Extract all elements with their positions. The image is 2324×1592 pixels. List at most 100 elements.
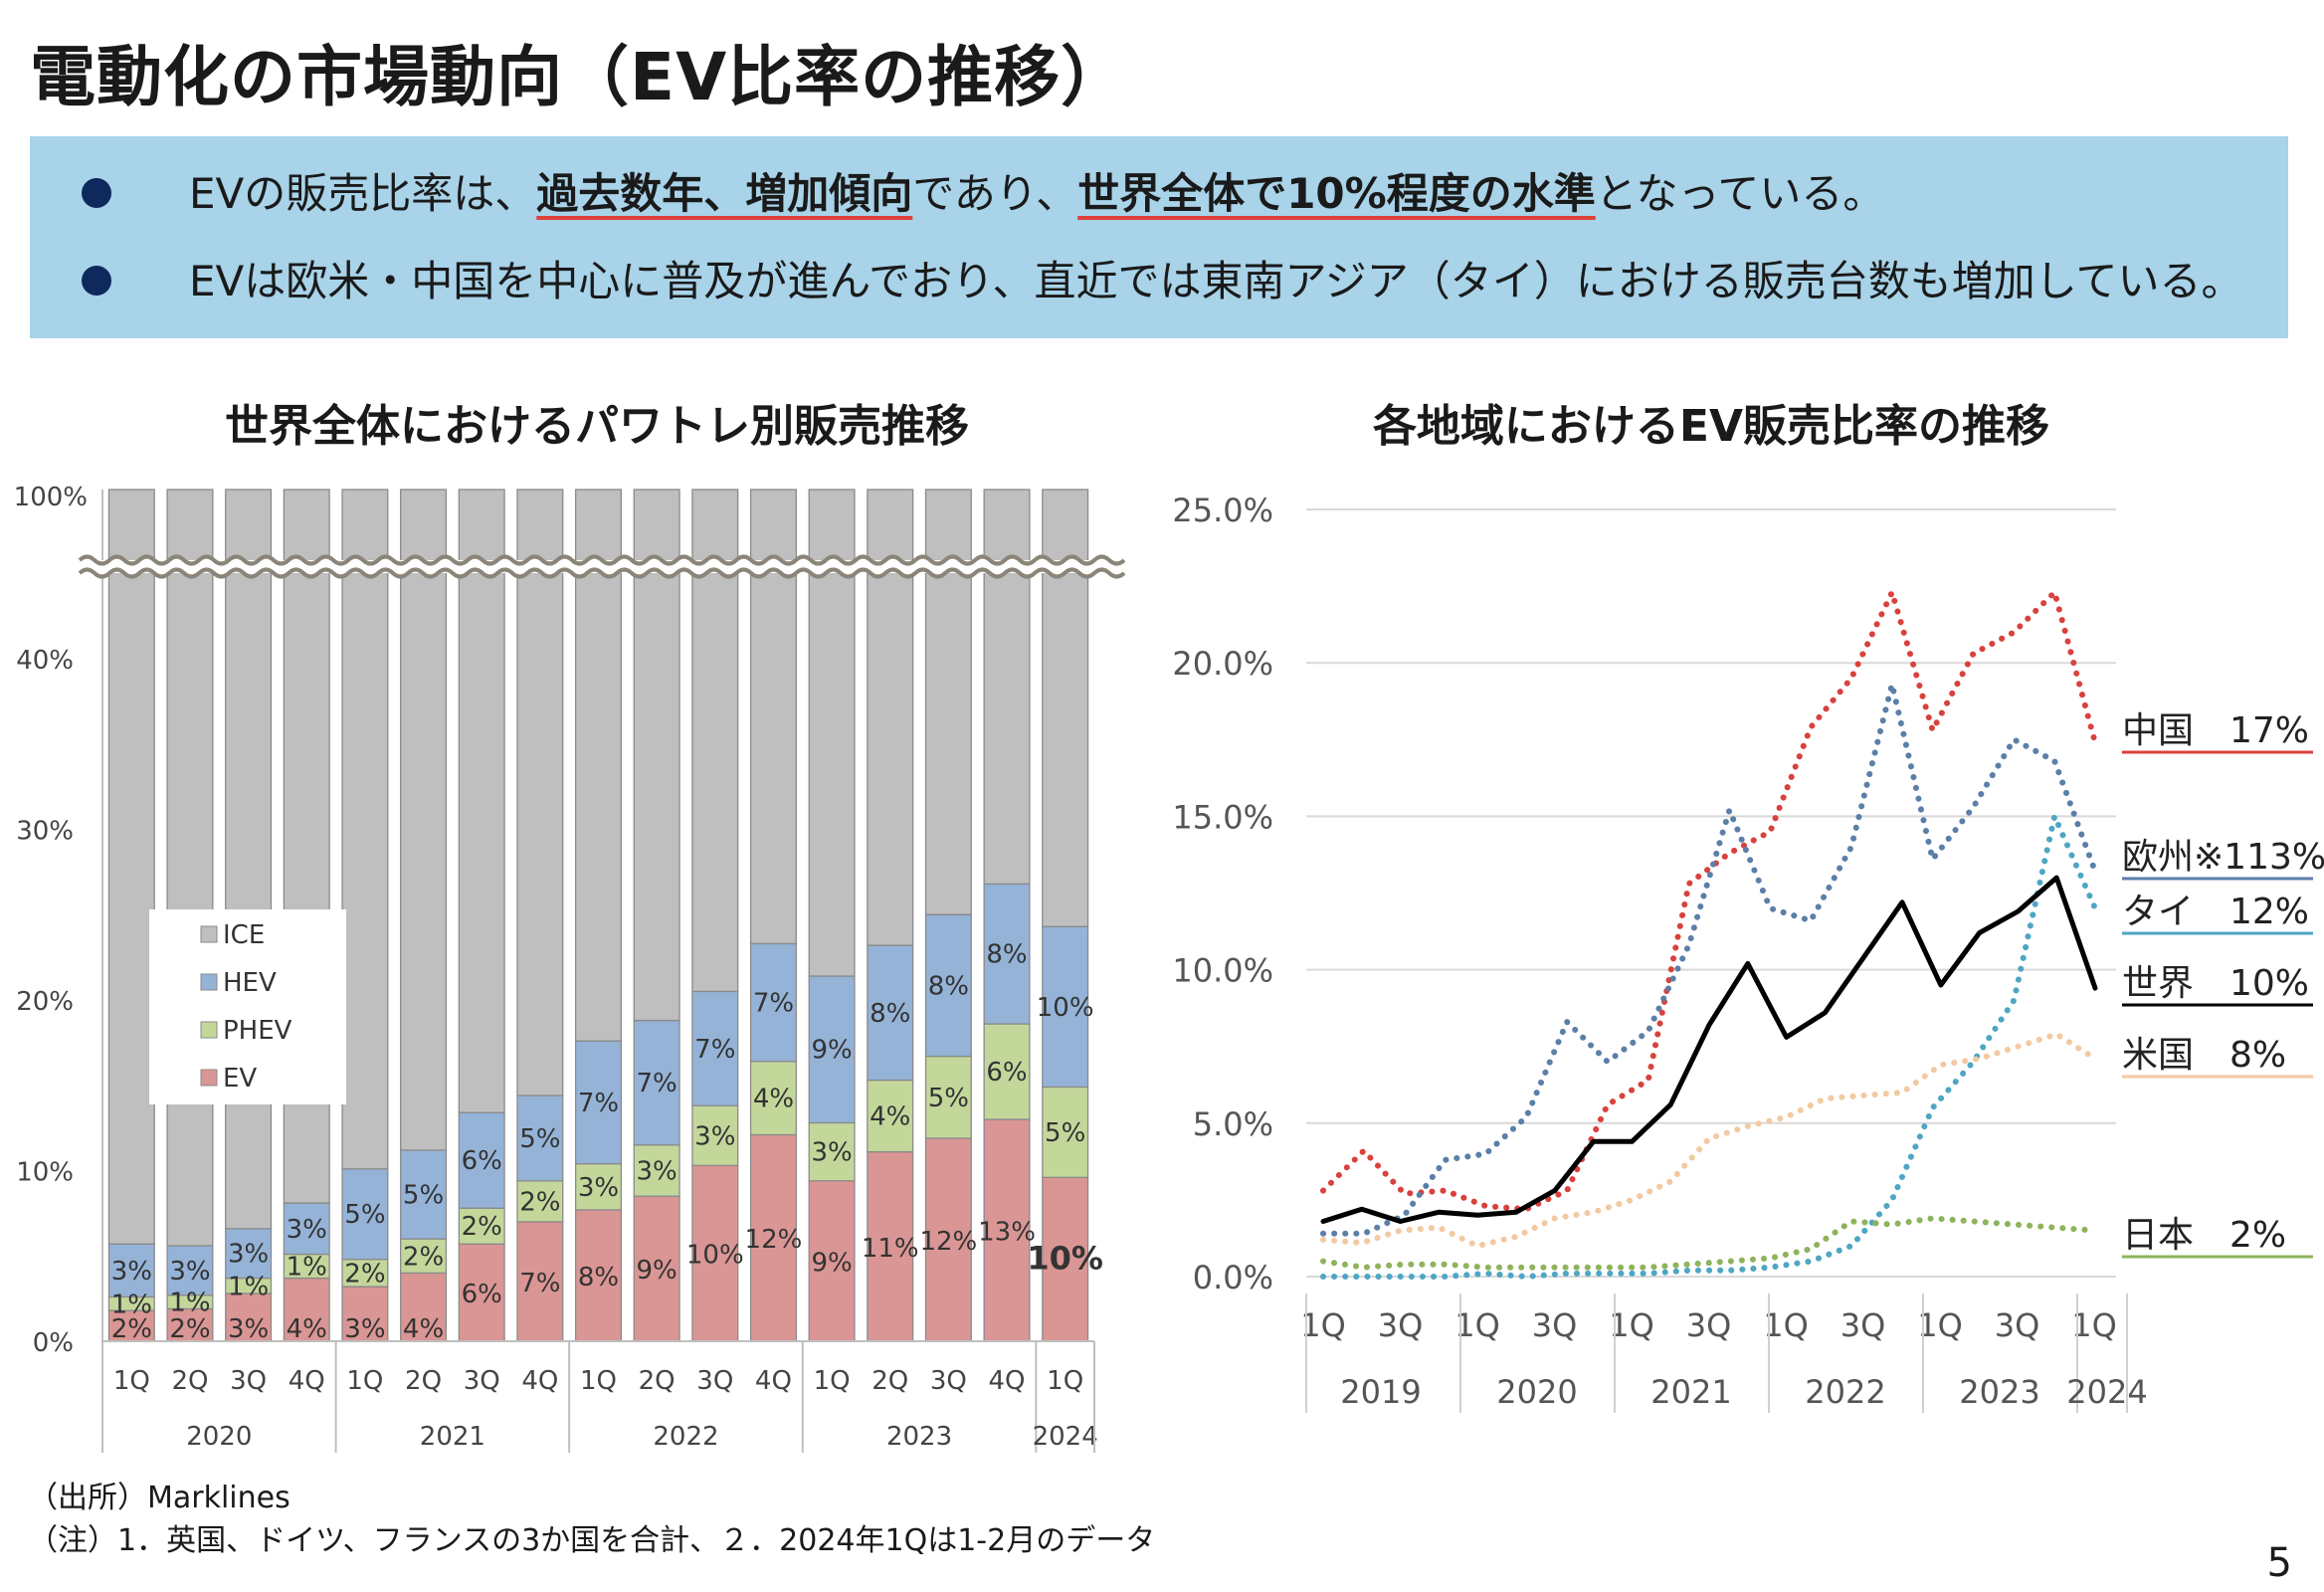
footnote: （注）1．英国、ドイツ、フランスの3か国を合計、２．2024年1Qは1-2月のデ… bbox=[28, 1523, 1156, 1558]
hev-data-label: 3% bbox=[228, 1240, 269, 1270]
ev-bar-segment bbox=[283, 1277, 330, 1342]
ev-data-label: 2% bbox=[169, 1314, 210, 1344]
ev-bar-segment bbox=[808, 1180, 856, 1342]
hev-data-label: 9% bbox=[811, 1036, 852, 1066]
ice-bar-segment bbox=[341, 489, 389, 1170]
phev-bar-segment bbox=[400, 1238, 448, 1275]
phev-bar-segment bbox=[808, 1121, 856, 1182]
hev-bar-segment bbox=[983, 883, 1031, 1025]
hev-bar-segment bbox=[341, 1168, 389, 1261]
legend-box bbox=[149, 909, 346, 1104]
hev-bar-segment bbox=[166, 1245, 214, 1296]
bullet-1-post: となっている。 bbox=[1595, 169, 1885, 218]
x-tick-label: 3Q bbox=[1532, 1306, 1578, 1344]
ice-bar-segment bbox=[225, 489, 273, 1230]
x-tick-label: 1Q bbox=[1917, 1306, 1963, 1344]
bullet-1-text: EVの販売比率は、過去数年、増加傾向であり、世界全体で10%程度の水準となってい… bbox=[189, 158, 1884, 230]
summary-box: EVの販売比率は、過去数年、増加傾向であり、世界全体で10%程度の水準となってい… bbox=[30, 136, 2288, 338]
y-tick-label: 15.0% bbox=[1172, 798, 1273, 836]
phev-data-label: 5% bbox=[928, 1084, 969, 1113]
phev-data-label: 4% bbox=[753, 1085, 794, 1114]
phev-data-label: 3% bbox=[578, 1173, 619, 1203]
phev-bar-segment bbox=[1042, 1086, 1089, 1179]
y-tick-label: 30% bbox=[16, 817, 74, 847]
hev-bar-segment bbox=[516, 1094, 564, 1182]
x-tick-label: 1Q bbox=[1609, 1306, 1654, 1344]
hev-data-label: 3% bbox=[169, 1257, 210, 1287]
phev-bar-segment bbox=[924, 1055, 972, 1139]
bullet-dot-icon bbox=[82, 178, 111, 208]
phev-data-label: 2% bbox=[344, 1259, 385, 1289]
hev-bar-segment bbox=[924, 913, 972, 1058]
year-label: 2024 bbox=[2066, 1373, 2147, 1411]
ev-bar-segment bbox=[341, 1286, 389, 1342]
ev-bar-segment bbox=[107, 1309, 155, 1342]
x-tick-label: 4Q bbox=[989, 1366, 1026, 1396]
y-tick-label: 20% bbox=[16, 987, 74, 1017]
legend-swatch-ice bbox=[200, 925, 218, 943]
legend-swatch-phev bbox=[200, 1021, 218, 1039]
y-tick-label: 25.0% bbox=[1172, 492, 1273, 529]
hev-data-label: 8% bbox=[870, 999, 910, 1029]
x-tick-label: 1Q bbox=[346, 1366, 383, 1396]
ev-data-label: 4% bbox=[403, 1314, 444, 1344]
ev-data-label: 8% bbox=[578, 1263, 619, 1293]
bullet-dot-icon bbox=[82, 266, 111, 296]
ev-bar-segment bbox=[867, 1150, 914, 1342]
ev-bar-segment bbox=[458, 1243, 505, 1342]
legend-label-hev: HEV bbox=[223, 968, 277, 998]
series-line-中国 bbox=[1320, 589, 2098, 1213]
bullet-1-emphasis-1: 過去数年、増加傾向 bbox=[536, 169, 913, 218]
x-tick-label: 4Q bbox=[755, 1366, 792, 1396]
page-title: 電動化の市場動向（EV比率の推移） bbox=[30, 39, 1128, 115]
series-end-label: 世界 10% bbox=[2122, 963, 2309, 1004]
phev-data-label: 2% bbox=[519, 1187, 560, 1217]
legend-label-ice: ICE bbox=[223, 920, 265, 950]
x-tick-label: 1Q bbox=[1300, 1306, 1346, 1344]
phev-data-label: 2% bbox=[462, 1212, 502, 1242]
x-tick-label: 2Q bbox=[405, 1366, 442, 1396]
y-tick-label: 0.0% bbox=[1193, 1259, 1273, 1296]
ev-bar-segment bbox=[749, 1133, 797, 1342]
ev-bar-segment bbox=[691, 1164, 739, 1342]
year-label: 2024 bbox=[1033, 1422, 1098, 1452]
phev-data-label: 6% bbox=[986, 1058, 1027, 1088]
hev-data-label: 5% bbox=[519, 1124, 560, 1154]
ev-data-label: 9% bbox=[811, 1248, 852, 1278]
hev-bar-segment bbox=[458, 1111, 505, 1209]
series-end-label: 中国 17% bbox=[2122, 710, 2309, 751]
x-tick-label: 1Q bbox=[1047, 1366, 1083, 1396]
hev-bar-segment bbox=[107, 1243, 155, 1298]
right-chart-title: 各地域におけるEV販売比率の推移 bbox=[1372, 401, 2050, 452]
x-tick-label: 1Q bbox=[2071, 1306, 2117, 1344]
hev-bar-segment bbox=[1042, 925, 1089, 1089]
hev-data-label: 6% bbox=[462, 1146, 502, 1176]
ev-bar-segment bbox=[924, 1137, 972, 1342]
x-tick-label: 3Q bbox=[1840, 1306, 1886, 1344]
year-label: 2022 bbox=[653, 1422, 718, 1452]
y-tick-label: 40% bbox=[16, 646, 74, 676]
ice-bar-segment bbox=[574, 489, 623, 1042]
ice-bar-segment bbox=[107, 489, 155, 1245]
x-tick-label: 2Q bbox=[872, 1366, 908, 1396]
hev-bar-segment bbox=[691, 990, 739, 1106]
ev-data-label: 13% bbox=[978, 1218, 1036, 1248]
ice-bar-segment bbox=[983, 489, 1031, 886]
x-tick-label: 3Q bbox=[1995, 1306, 2040, 1344]
ev-data-label: 12% bbox=[919, 1227, 977, 1257]
year-label: 2022 bbox=[1805, 1373, 1885, 1411]
x-tick-label: 3Q bbox=[464, 1366, 500, 1396]
x-tick-label: 4Q bbox=[521, 1366, 558, 1396]
hev-data-label: 5% bbox=[403, 1181, 444, 1211]
ev-data-label: 10% bbox=[1027, 1240, 1103, 1278]
phev-bar-segment bbox=[633, 1144, 680, 1197]
phev-data-label: 4% bbox=[870, 1102, 910, 1132]
series-end-label: 米国 8% bbox=[2122, 1035, 2286, 1076]
hev-data-label: 7% bbox=[637, 1069, 678, 1098]
hev-data-label: 3% bbox=[111, 1257, 152, 1287]
ev-bar-segment bbox=[1042, 1176, 1089, 1342]
legend-swatch-hev bbox=[200, 973, 218, 991]
x-tick-label: 3Q bbox=[1686, 1306, 1732, 1344]
ev-share-line-chart: 0.0% 5.0% 10.0% 15.0% 20.0% 25.0% 1Q 3Q 1Q 3Q 1Q 3Q… bbox=[1172, 492, 2324, 1413]
powertrain-bar-chart: 0%10%20%30%40%100%2%1%3%1Q2%1%3%2Q3%1%3%… bbox=[14, 483, 1126, 1453]
